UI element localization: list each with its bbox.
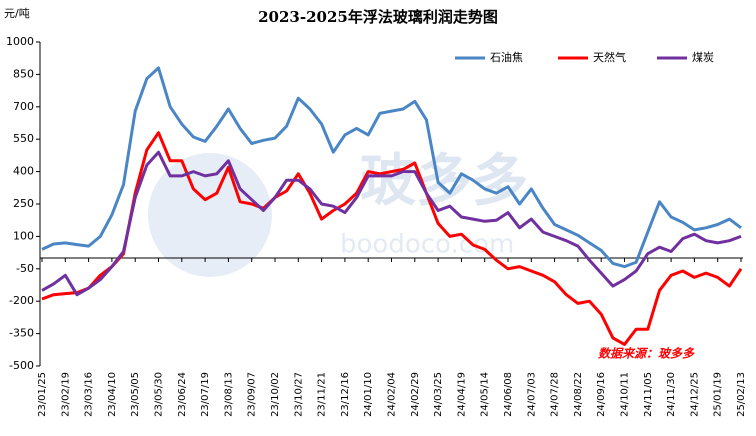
- x-tick-label: 25/02/13: [736, 372, 747, 417]
- x-tick-label: 23/02/19: [60, 372, 71, 417]
- x-tick-label: 25/01/19: [713, 372, 724, 417]
- x-tick-label: 24/04/19: [456, 372, 467, 417]
- x-tick-label: 24/02/29: [410, 372, 421, 417]
- y-tick-label: 250: [13, 197, 34, 210]
- x-tick-label: 24/11/05: [643, 372, 654, 417]
- chart-title: 2023-2025年浮法玻璃利润走势图: [258, 8, 498, 26]
- y-tick-label: 400: [13, 165, 34, 178]
- y-unit: 元/吨: [4, 7, 30, 20]
- legend-label: 石油焦: [490, 50, 523, 64]
- legend-label: 天然气: [593, 50, 626, 64]
- watermark: 玻多多: [360, 149, 528, 214]
- x-tick-label: 24/01/10: [363, 372, 374, 417]
- series-line: [41, 131, 743, 346]
- y-tick-label: -500: [9, 359, 34, 372]
- x-tick-label: 24/07/03: [526, 372, 537, 417]
- y-tick-label: -350: [9, 327, 34, 340]
- x-tick-label: 23/05/05: [130, 372, 141, 417]
- watermark-logo: [148, 153, 272, 277]
- x-tick-label: 23/09/07: [247, 372, 258, 417]
- x-tick-label: 24/07/28: [550, 372, 561, 417]
- x-tick-label: 23/10/27: [293, 372, 304, 417]
- series-line: [41, 66, 742, 269]
- x-tick-label: 24/10/11: [620, 372, 631, 417]
- x-tick-label: 24/06/08: [503, 372, 514, 417]
- x-tick-label: 23/08/13: [223, 372, 234, 417]
- x-tick-label: 23/01/25: [37, 372, 48, 417]
- x-tick-label: 24/12/25: [689, 372, 700, 417]
- y-tick-label: 700: [13, 100, 34, 113]
- x-tick-label: 23/07/19: [200, 372, 211, 417]
- x-tick-label: 24/11/30: [666, 372, 677, 417]
- x-tick-label: 23/06/24: [177, 372, 188, 417]
- y-tick-label: -200: [9, 294, 34, 307]
- x-tick-label: 23/10/02: [270, 372, 281, 417]
- x-tick-label: 23/11/21: [317, 372, 328, 417]
- x-tick-label: 24/03/25: [433, 372, 444, 417]
- x-tick-label: 24/09/16: [596, 372, 607, 417]
- y-tick-label: 850: [13, 67, 34, 80]
- series-line: [41, 150, 742, 297]
- x-tick-label: 23/05/30: [154, 372, 165, 417]
- y-tick-label: 550: [13, 132, 34, 145]
- x-tick-label: 23/03/16: [84, 372, 95, 417]
- y-tick-label: 100: [13, 229, 34, 242]
- x-tick-label: 24/08/22: [573, 372, 584, 417]
- legend-label: 煤炭: [692, 51, 714, 64]
- x-tick-label: 24/02/04: [387, 372, 398, 417]
- y-tick-label: 1000: [6, 35, 34, 48]
- x-tick-label: 24/05/14: [480, 372, 491, 417]
- watermark: boodoco.com: [340, 230, 514, 260]
- y-tick-label: -50: [16, 262, 34, 275]
- x-tick-label: 23/12/16: [340, 372, 351, 417]
- source-note: 数据来源：玻多多: [598, 347, 695, 361]
- x-tick-label: 23/04/10: [107, 372, 118, 417]
